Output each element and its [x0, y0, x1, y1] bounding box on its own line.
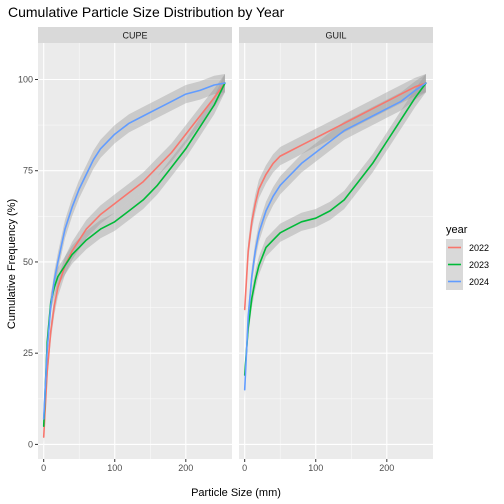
panel-background — [38, 43, 232, 459]
x-tick-label: 200 — [178, 463, 193, 473]
x-tick-label: 0 — [41, 463, 46, 473]
x-axis-title: Particle Size (mm) — [191, 487, 281, 499]
y-tick-label: 75 — [23, 166, 33, 176]
x-tick-label: 100 — [107, 463, 122, 473]
y-tick-label: 50 — [23, 257, 33, 267]
panel-guil: GUIL 0 100 200 — [239, 27, 433, 473]
x-tick-label: 100 — [308, 463, 323, 473]
series-line-2024 — [243, 82, 427, 391]
facet-strip — [239, 27, 433, 43]
legend: year 2022 2023 2024 — [446, 224, 489, 290]
y-tick-label: 100 — [18, 74, 33, 84]
confidence-ribbon-2024 — [43, 74, 225, 428]
y-axis-title: Cumulative Frequency (%) — [6, 199, 18, 329]
legend-item-2024: 2024 — [446, 273, 489, 290]
facet-strip-label: GUIL — [325, 31, 346, 41]
facet-strip-label: CUPE — [122, 31, 147, 41]
confidence-ribbon-2022 — [43, 74, 225, 447]
confidence-ribbon-2023 — [43, 74, 225, 436]
legend-label: 2024 — [469, 277, 489, 287]
series-line-2023 — [243, 82, 427, 376]
chart-title: Cumulative Particle Size Distribution by… — [8, 4, 285, 20]
facet-panels: CUPE 0 100 200 0 25 50 75 100 GUIL 0 100 200 — [18, 27, 433, 473]
y-tick-label: 0 — [28, 439, 33, 449]
legend-label: 2023 — [469, 260, 489, 270]
legend-label: 2022 — [469, 243, 489, 253]
x-tick-label: 0 — [242, 463, 247, 473]
series-line-2023 — [42, 82, 226, 428]
panel-background — [239, 43, 433, 459]
confidence-ribbon-2022 — [244, 74, 426, 319]
series-line-2022 — [42, 82, 226, 438]
x-tick-label: 200 — [379, 463, 394, 473]
legend-item-2023: 2023 — [446, 256, 489, 273]
series-line-2024 — [42, 82, 226, 420]
facet-strip — [38, 27, 232, 43]
confidence-ribbon-2024 — [244, 74, 426, 399]
series-line-2022 — [243, 82, 427, 311]
legend-title: year — [446, 224, 468, 236]
y-tick-label: 25 — [23, 348, 33, 358]
panel-cupe: CUPE 0 100 200 0 25 50 75 100 — [18, 27, 232, 473]
legend-item-2022: 2022 — [446, 239, 489, 256]
